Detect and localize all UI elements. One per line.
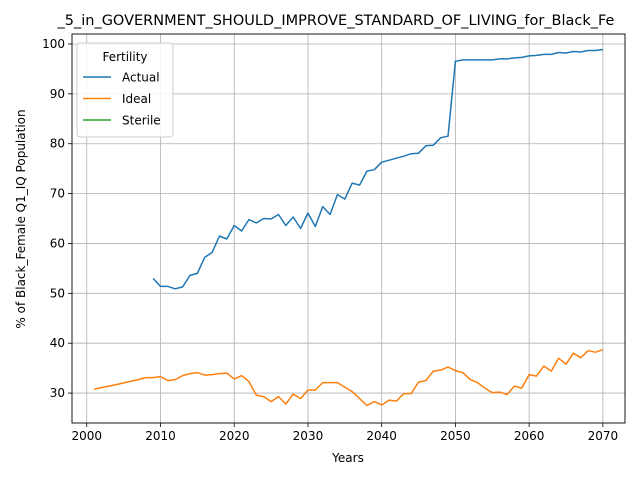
legend: Fertility Actual Ideal Sterile <box>76 42 174 138</box>
y-axis-label: % of Black_Female Q1_IQ Population <box>14 109 28 328</box>
legend-label-ideal: Ideal <box>122 92 151 106</box>
x-tick-label: 2000 <box>71 429 102 443</box>
x-axis-label: Years <box>331 451 364 465</box>
x-axis-ticks: 2000 2010 2020 2030 2040 2050 2060 2070 <box>71 423 618 443</box>
series-line-ideal <box>93 348 604 407</box>
legend-label-sterile: Sterile <box>122 114 161 128</box>
x-tick-label: 2030 <box>293 429 324 443</box>
y-tick-label: 50 <box>50 286 65 300</box>
x-tick-label: 2050 <box>440 429 471 443</box>
y-tick-label: 40 <box>50 336 65 350</box>
y-tick-label: 30 <box>50 386 65 400</box>
series-line-actual <box>152 48 604 290</box>
chart-title: _5_in_GOVERNMENT_SHOULD_IMPROVE_STANDARD… <box>57 13 615 29</box>
x-tick-label: 2040 <box>366 429 397 443</box>
x-tick-label: 2010 <box>145 429 176 443</box>
y-axis-ticks: 30 40 50 60 70 80 90 100 <box>42 37 72 400</box>
y-tick-label: 90 <box>50 87 65 101</box>
plot-frame <box>71 33 626 424</box>
x-tick-label: 2070 <box>588 429 619 443</box>
legend-box <box>76 42 174 138</box>
series-layer <box>93 48 604 407</box>
y-tick-label: 70 <box>50 187 65 201</box>
y-tick-label: 100 <box>42 37 65 51</box>
y-tick-label: 80 <box>50 137 65 151</box>
legend-title: Fertility <box>102 50 147 64</box>
legend-label-actual: Actual <box>122 71 160 85</box>
legend-entries: Actual Ideal Sterile <box>83 71 161 128</box>
y-tick-label: 60 <box>50 236 65 250</box>
x-tick-label: 2060 <box>514 429 545 443</box>
grid-lines <box>72 34 625 423</box>
x-tick-label: 2020 <box>219 429 250 443</box>
